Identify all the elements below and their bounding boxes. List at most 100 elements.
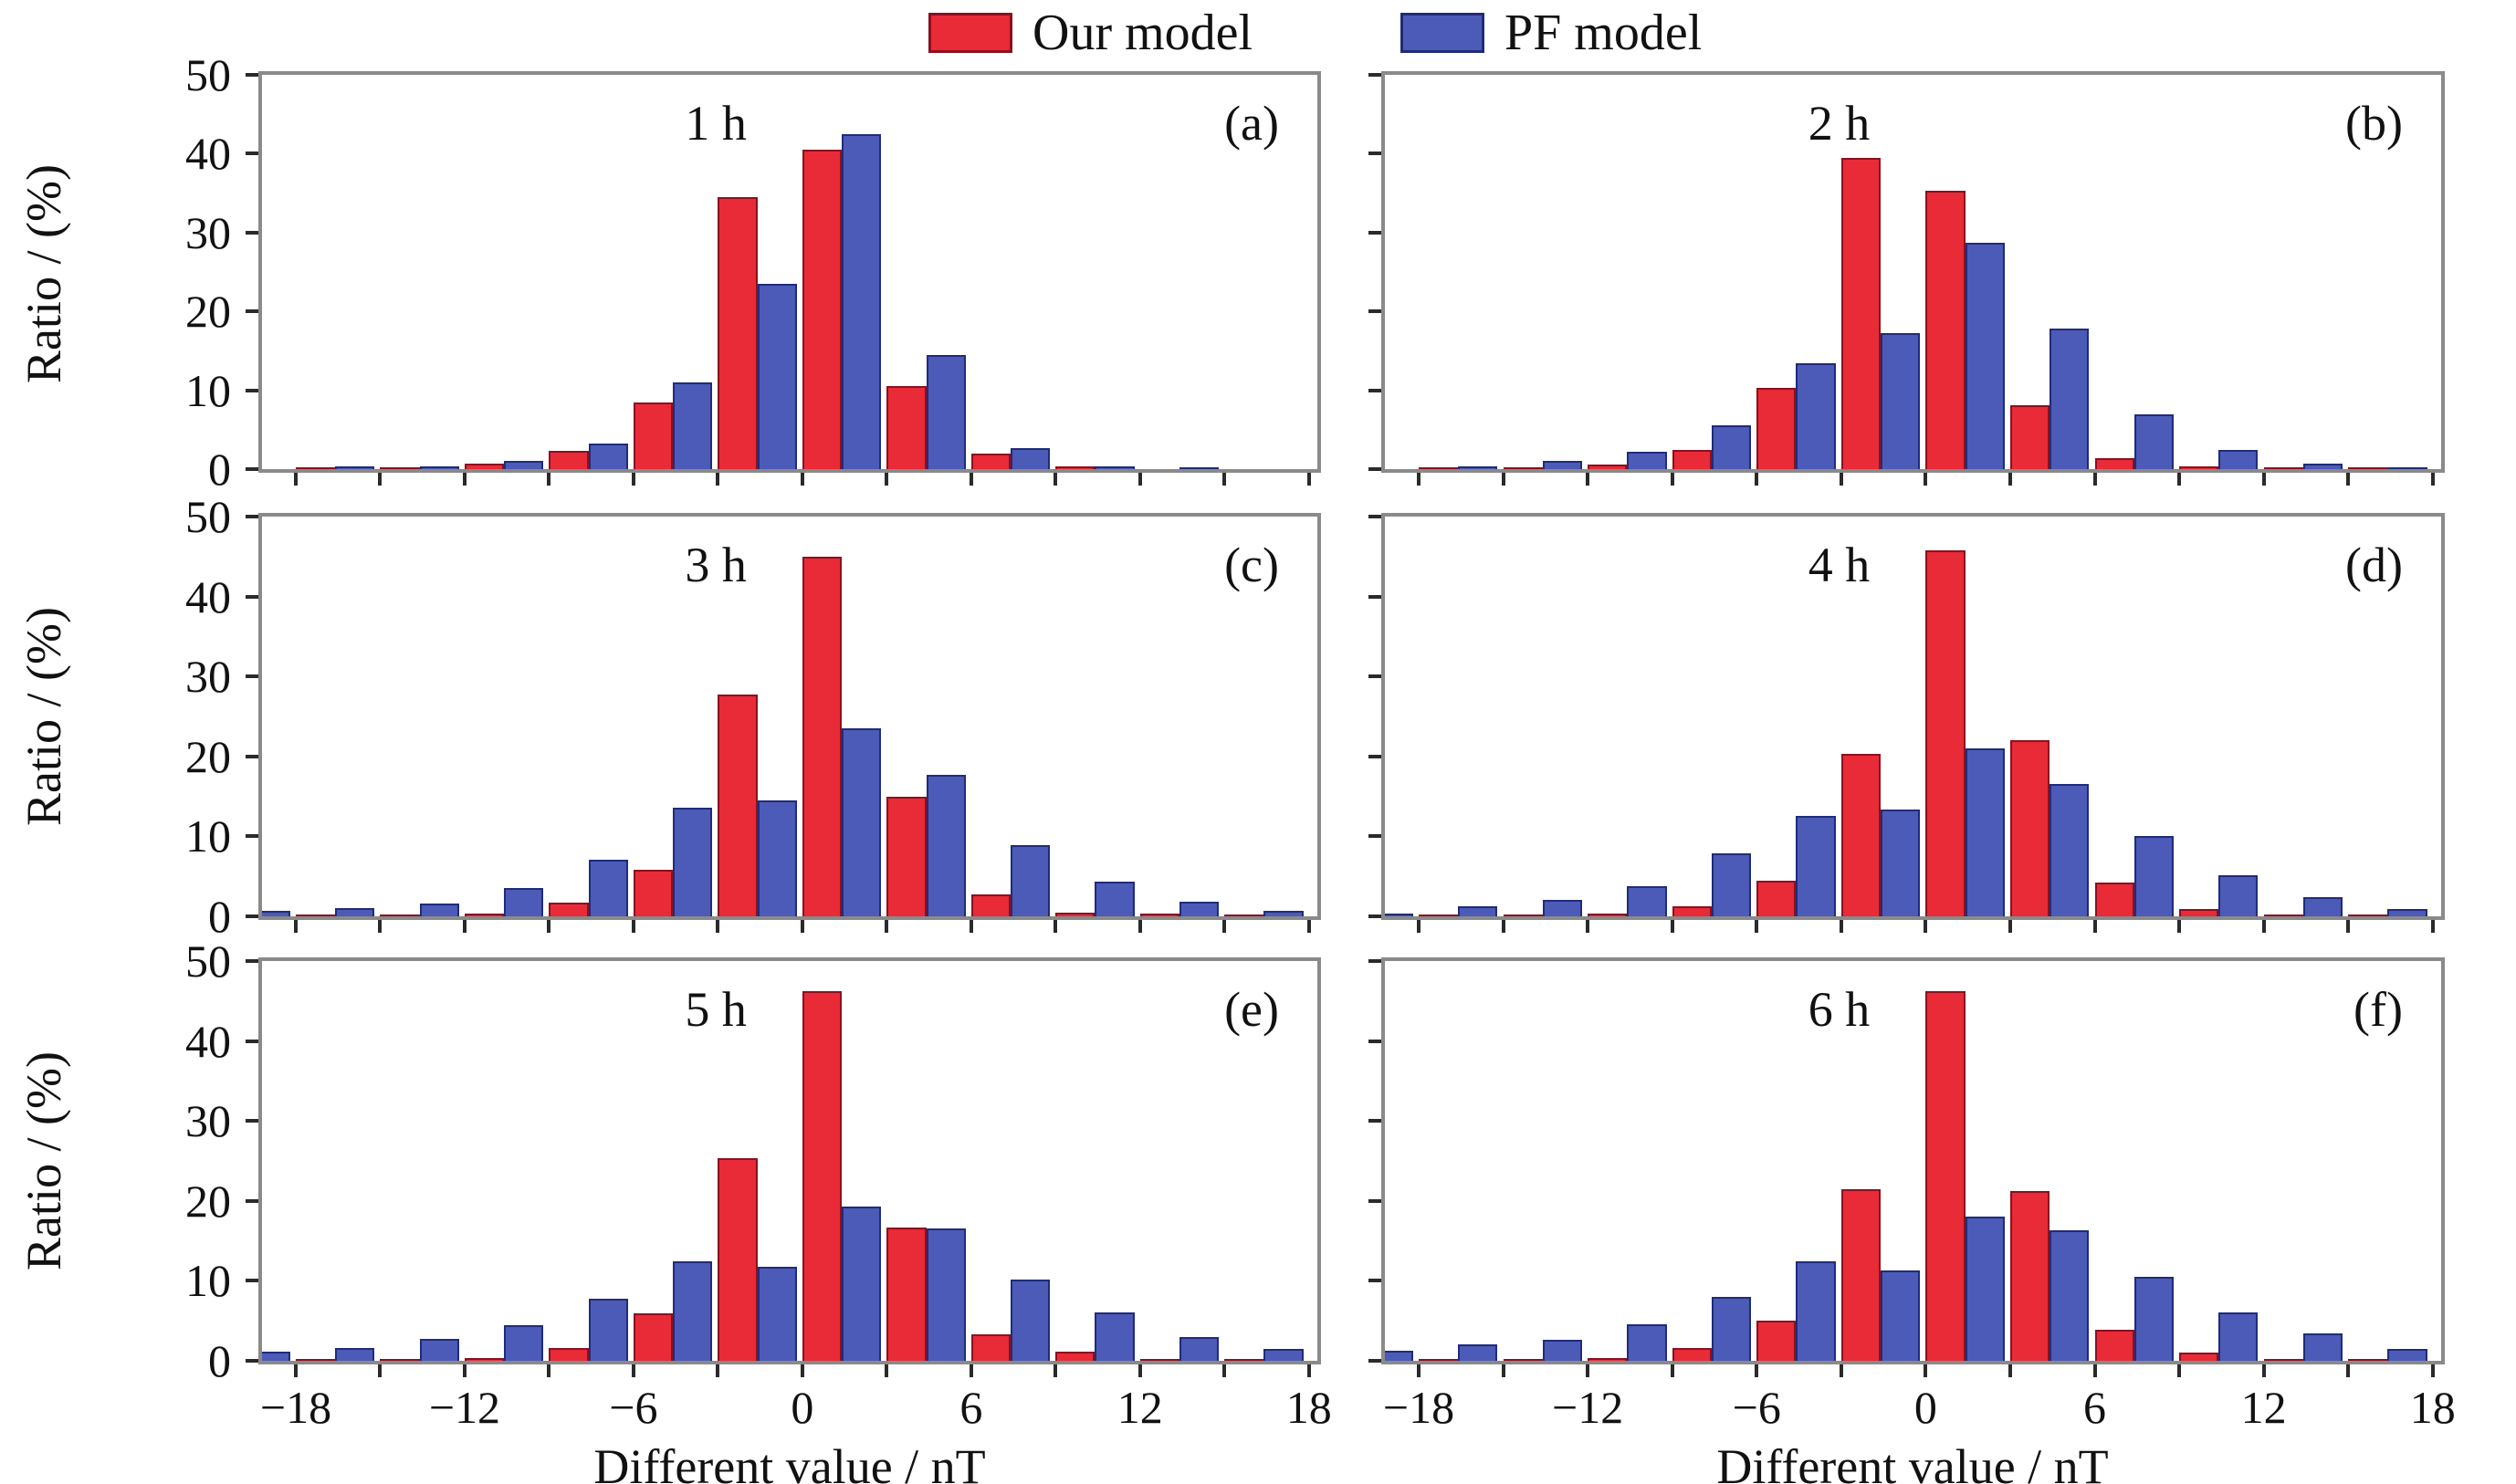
bar-pf-model	[1881, 332, 1921, 469]
plot-area	[262, 517, 1317, 916]
y-tick	[246, 1279, 258, 1283]
bar-pf-model	[262, 1351, 290, 1361]
bar-pf-model	[1179, 1336, 1220, 1361]
x-tick	[1417, 1364, 1421, 1377]
bar-our-model	[1840, 754, 1881, 916]
bar-pf-model	[1542, 900, 1582, 916]
bar-pf-model	[504, 1325, 544, 1361]
y-tick	[1368, 1359, 1381, 1363]
bar-our-model	[1756, 881, 1797, 916]
bar-our-model	[1672, 450, 1712, 469]
y-tick	[1368, 674, 1381, 679]
y-tick	[246, 1359, 258, 1363]
y-tick	[1368, 515, 1381, 518]
x-tick	[1586, 473, 1590, 486]
bar-pf-model	[335, 908, 375, 916]
x-tick	[969, 473, 973, 486]
bar-our-model	[886, 796, 927, 916]
bar-pf-model	[1965, 748, 2005, 916]
x-tick	[1501, 1364, 1505, 1377]
bar-pf-model	[1881, 809, 1921, 916]
x-tick	[1924, 473, 1928, 486]
x-tick	[547, 920, 551, 933]
bar-our-model	[380, 914, 420, 916]
y-tick	[1368, 230, 1381, 235]
bar-our-model	[1224, 914, 1264, 916]
bar-pf-model	[419, 903, 459, 916]
x-tick-label: −18	[1382, 1382, 1455, 1433]
y-tick	[1368, 73, 1381, 77]
x-tick	[1924, 1364, 1928, 1377]
bar-our-model	[718, 1158, 758, 1361]
x-tick	[2008, 920, 2012, 933]
panel-title: 2 h	[1808, 96, 1871, 151]
y-tick-label: 10	[185, 810, 231, 862]
y-tick-label: 20	[185, 730, 231, 782]
plot-area	[1385, 517, 2441, 916]
bar-pf-model	[1458, 905, 1498, 916]
bar-pf-model	[1095, 882, 1135, 916]
bar-pf-model	[842, 1206, 882, 1361]
x-tick	[2177, 473, 2182, 486]
x-tick	[547, 1364, 551, 1377]
bar-pf-model	[842, 728, 882, 916]
y-tick-label: 40	[185, 1015, 231, 1067]
bar-pf-model	[335, 466, 375, 469]
y-tick-label: 10	[185, 1255, 231, 1307]
bar-pf-model	[1796, 815, 1836, 916]
x-tick	[1924, 920, 1928, 933]
x-tick	[2430, 920, 2435, 933]
x-tick-label: 12	[1116, 1382, 1163, 1433]
bar-pf-model	[2133, 413, 2174, 469]
bar-pf-model	[1458, 1344, 1498, 1361]
y-tick-label: 0	[208, 444, 231, 495]
x-tick	[2008, 473, 2012, 486]
y-tick	[246, 467, 258, 471]
bar-our-model	[1840, 157, 1881, 469]
x-tick-label: 12	[2240, 1382, 2287, 1433]
chart-panel-e: 5 h (e)	[258, 957, 1321, 1364]
bar-pf-model	[1627, 452, 1667, 469]
x-tick	[716, 920, 720, 933]
x-tick	[969, 1364, 973, 1377]
bar-our-model	[1756, 388, 1797, 469]
bar-our-model	[1139, 914, 1179, 916]
bar-pf-model	[419, 1339, 459, 1361]
bar-pf-model	[757, 799, 797, 916]
bar-pf-model	[2049, 784, 2090, 916]
x-tick	[800, 920, 804, 933]
bar-pf-model	[926, 354, 966, 469]
panel-letter: (a)	[1224, 96, 1279, 151]
bar-pf-model	[926, 774, 966, 916]
y-tick	[1368, 754, 1381, 758]
bar-pf-model	[2218, 875, 2259, 916]
x-tick	[716, 1364, 720, 1377]
bar-pf-model	[673, 1260, 713, 1361]
bar-pf-model	[2049, 1230, 2090, 1361]
bar-pf-model	[2302, 1333, 2343, 1361]
bar-our-model	[1139, 1359, 1179, 1361]
x-tick-label: 6	[2083, 1382, 2106, 1433]
x-tick	[378, 920, 383, 933]
bar-pf-model	[2302, 896, 2343, 916]
bar-our-model	[2179, 909, 2219, 916]
x-tick-label: −18	[259, 1382, 332, 1433]
bar-our-model	[1224, 1359, 1264, 1361]
bar-pf-model	[262, 910, 290, 916]
bar-pf-model	[1881, 1270, 1921, 1361]
x-tick	[1839, 920, 1843, 933]
bar-our-model	[2348, 467, 2388, 469]
bar-pf-model	[1458, 466, 1498, 469]
x-axis-title-right: Different value / nT	[1716, 1439, 2109, 1484]
plot-area	[262, 75, 1317, 469]
x-tick	[293, 920, 298, 933]
y-tick-label: 30	[185, 651, 231, 703]
bar-pf-model	[588, 444, 628, 469]
bar-pf-model	[2302, 463, 2343, 469]
bar-our-model	[1055, 466, 1096, 469]
y-tick	[246, 388, 258, 392]
bar-our-model	[802, 991, 843, 1361]
x-tick	[462, 1364, 467, 1377]
bar-our-model	[1840, 1188, 1881, 1361]
